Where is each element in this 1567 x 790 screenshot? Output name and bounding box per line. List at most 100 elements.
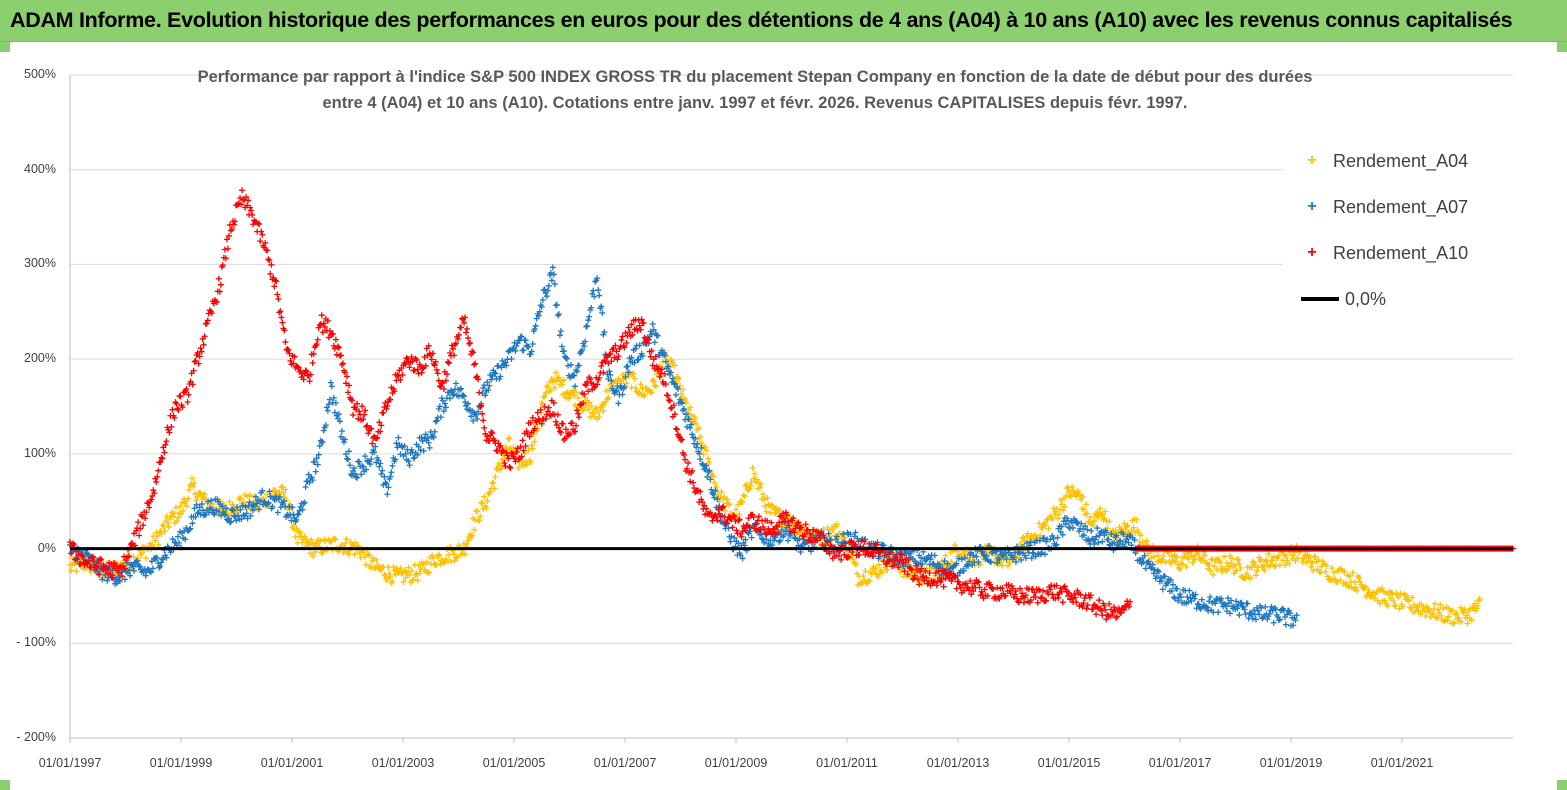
data-point — [1399, 603, 1406, 610]
data-point — [1408, 605, 1415, 612]
data-point — [256, 506, 263, 513]
data-point — [244, 202, 251, 209]
data-point — [1292, 617, 1299, 624]
data-point — [1263, 557, 1270, 564]
data-point — [397, 565, 404, 572]
data-point — [1133, 516, 1140, 523]
data-point — [692, 435, 699, 442]
data-point — [320, 320, 327, 327]
data-point — [317, 321, 324, 328]
data-point — [155, 560, 162, 567]
data-point — [1141, 552, 1148, 559]
data-point — [755, 513, 762, 520]
data-point — [269, 503, 276, 510]
data-point — [189, 520, 196, 527]
data-point — [453, 553, 460, 560]
data-point — [376, 419, 383, 426]
data-point — [994, 584, 1001, 591]
data-point — [1084, 510, 1091, 517]
data-point — [1162, 559, 1169, 566]
data-point — [325, 401, 332, 408]
data-point — [983, 553, 990, 560]
data-point — [552, 418, 559, 425]
data-point — [133, 527, 140, 534]
data-point — [685, 459, 692, 466]
data-point — [341, 369, 348, 376]
data-point — [1476, 595, 1483, 602]
data-point — [389, 462, 396, 469]
data-point — [1387, 595, 1394, 602]
data-point — [422, 431, 429, 438]
data-point — [517, 334, 524, 341]
data-point — [158, 530, 165, 537]
data-point — [662, 353, 669, 360]
data-point — [334, 343, 341, 350]
data-point — [417, 447, 424, 454]
data-point — [1058, 523, 1065, 530]
data-point — [498, 364, 505, 371]
data-point — [373, 556, 380, 563]
data-point — [1185, 598, 1192, 605]
data-point — [1155, 552, 1162, 559]
data-point — [425, 439, 432, 446]
data-point — [227, 518, 234, 525]
x-tick-label: 01/01/2017 — [1148, 756, 1212, 770]
data-point — [1276, 616, 1283, 623]
data-point — [202, 511, 209, 518]
data-point — [558, 343, 565, 350]
legend-item-zero: 0,0% — [1301, 288, 1386, 312]
data-point — [161, 528, 168, 535]
data-point — [93, 564, 100, 571]
data-point — [434, 370, 441, 377]
data-point — [399, 371, 406, 378]
data-point — [726, 501, 733, 508]
data-point — [476, 517, 483, 524]
data-point — [598, 404, 605, 411]
data-point — [313, 341, 320, 348]
data-point — [1243, 570, 1250, 577]
data-point — [1303, 559, 1310, 566]
data-point — [431, 428, 438, 435]
data-point — [973, 553, 980, 560]
data-point — [1252, 572, 1259, 579]
x-tick-label: 01/01/2011 — [816, 756, 878, 770]
data-point — [1270, 619, 1277, 626]
data-point — [735, 540, 742, 547]
data-point — [253, 500, 260, 507]
data-point — [138, 549, 145, 556]
data-point — [380, 564, 387, 571]
data-point — [289, 504, 296, 511]
data-point — [363, 423, 370, 430]
data-point — [205, 498, 212, 505]
data-point — [1122, 526, 1129, 533]
data-point — [316, 322, 323, 329]
data-point — [1010, 554, 1017, 561]
data-point — [1168, 587, 1175, 594]
data-point — [1173, 554, 1180, 561]
data-point — [397, 451, 404, 458]
data-point — [246, 499, 253, 506]
data-point — [126, 553, 133, 560]
data-point — [401, 442, 408, 449]
data-point — [150, 487, 157, 494]
data-point — [706, 467, 713, 474]
data-point — [672, 425, 679, 432]
data-point — [279, 484, 286, 491]
data-point — [767, 509, 774, 516]
data-point — [469, 532, 476, 539]
data-point — [674, 385, 681, 392]
data-point — [173, 518, 180, 525]
data-point — [233, 517, 240, 524]
data-point — [429, 350, 436, 357]
data-point — [461, 393, 468, 400]
y-tick-label: 400% — [24, 161, 56, 176]
data-point — [489, 480, 496, 487]
data-point — [443, 371, 450, 378]
data-point — [571, 392, 578, 399]
data-point — [410, 576, 417, 583]
data-point — [193, 501, 200, 508]
data-point — [416, 570, 423, 577]
data-point — [1226, 610, 1233, 617]
data-point — [301, 499, 308, 506]
data-point — [598, 303, 605, 310]
